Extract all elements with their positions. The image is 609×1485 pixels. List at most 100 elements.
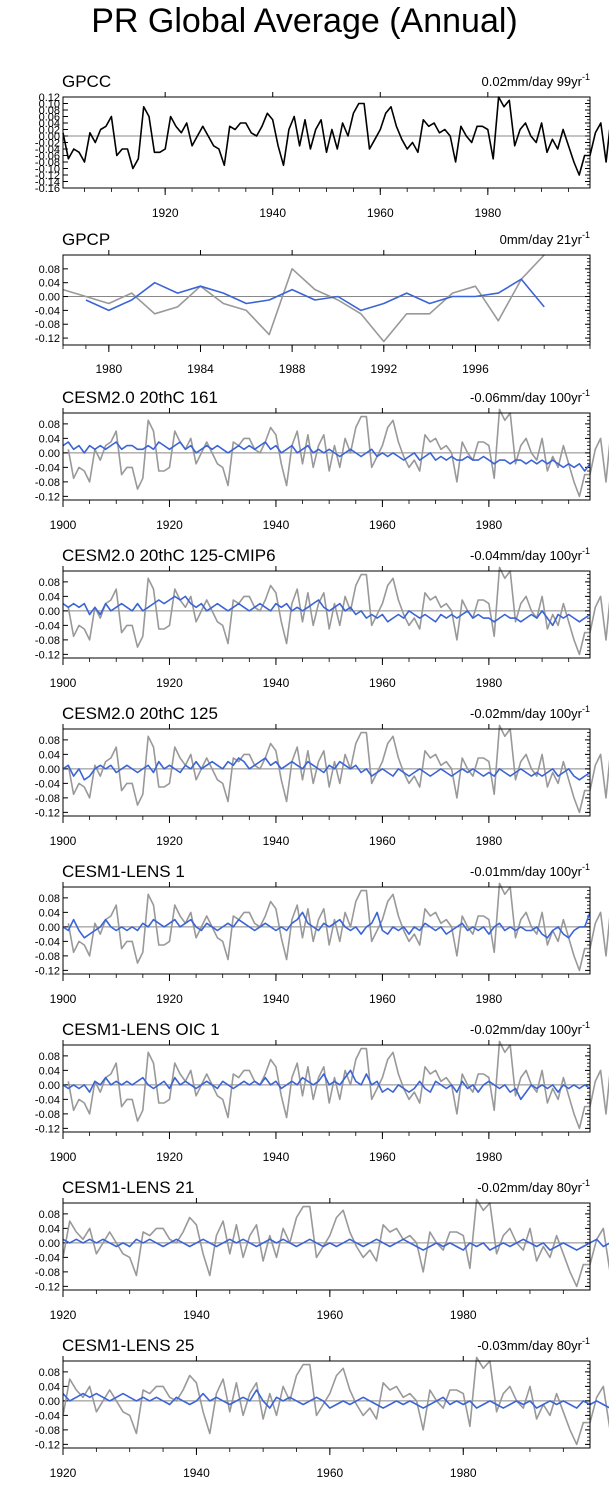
x-tick-label: 1980	[95, 362, 122, 376]
y-tick-label: 0.00	[39, 131, 60, 143]
x-tick-label: 1960	[367, 206, 394, 220]
plot-frame	[62, 96, 591, 189]
y-tick-label: 0.04	[39, 1381, 60, 1393]
y-tick-label: -0.06	[35, 151, 60, 163]
x-tick-label: 1900	[50, 834, 77, 848]
x-tick-label: 1940	[259, 206, 286, 220]
series-line-ref	[62, 1356, 609, 1446]
panel-title: CESM2.0 20thC 161	[62, 388, 218, 407]
chart-panel-1: GPCC 0.02mm/day 99yr-10.120.100.080.060.0…	[35, 72, 609, 220]
chart-panel-9: CESM1-LENS 25 -0.03mm/day 80yr-1 0.08 0.04 0…	[35, 1336, 609, 1480]
series-line-ref	[67, 882, 609, 972]
y-tick-label: -0.12	[35, 807, 60, 819]
y-tick-label: 0.04	[39, 907, 60, 919]
plot-frame	[62, 886, 591, 975]
y-tick-label: 0.04	[39, 278, 60, 290]
y-tick-label: 0.08	[39, 105, 60, 117]
x-tick-label: 1940	[263, 1150, 290, 1164]
x-tick-label: 1940	[263, 676, 290, 690]
series-line-model	[85, 278, 545, 312]
y-tick-label: -0.04	[35, 1410, 60, 1422]
panel-title: GPCP	[62, 230, 110, 249]
y-tick-label: 0.04	[39, 749, 60, 761]
y-tick-label: -0.04	[35, 144, 60, 156]
panel-title: CESM2.0 20thC 125-CMIP6	[62, 546, 276, 565]
panel-title: CESM2.0 20thC 125	[62, 704, 218, 723]
y-tick-label: -0.04	[35, 1094, 60, 1106]
chart-panel-8: CESM1-LENS 21 -0.02mm/day 80yr-1 0.08 0.04 0…	[35, 1178, 609, 1322]
plot-frame	[62, 1202, 591, 1291]
x-tick-label: 1940	[183, 1466, 210, 1480]
series-line-model	[62, 1069, 591, 1101]
trend-label: -0.04mm/day 100yr-1	[470, 546, 590, 563]
y-tick-label: -0.04	[35, 305, 60, 317]
y-tick-label: -0.12	[35, 1439, 60, 1451]
y-tick-label: -0.08	[35, 1109, 60, 1121]
plot-frame	[62, 1044, 591, 1133]
y-tick-label: 0.04	[39, 433, 60, 445]
y-tick-label: -0.08	[35, 477, 60, 489]
x-tick-label: 1992	[370, 362, 397, 376]
y-tick-label: -0.08	[35, 157, 60, 169]
series-line-ref	[67, 566, 609, 656]
series-line-ref	[62, 254, 545, 343]
y-tick-label: 0.00	[39, 1080, 60, 1092]
page-title: PR Global Average (Annual)	[91, 2, 518, 40]
x-tick-label: 1920	[156, 676, 183, 690]
x-tick-label: 1940	[183, 1308, 210, 1322]
y-tick-label: -0.04	[35, 620, 60, 632]
x-tick-label: 1960	[369, 518, 396, 532]
chart-panel-6: CESM1-LENS 1 -0.01mm/day 100yr-1 0.08 0.04 0…	[35, 862, 609, 1006]
x-tick-label: 1980	[450, 1308, 477, 1322]
y-tick-label: 0.00	[39, 448, 60, 460]
x-tick-label: 1960	[316, 1308, 343, 1322]
x-tick-label: 1980	[474, 206, 501, 220]
chart-panel-2: GPCP 0mm/day 21yr-1 0.08 0.04 0.00-0.04 -0.08…	[35, 230, 591, 376]
y-tick-label: 0.00	[39, 292, 60, 304]
x-tick-label: 1940	[263, 992, 290, 1006]
series-line-obs	[62, 96, 609, 176]
y-tick-label: 0.08	[39, 1051, 60, 1063]
y-tick-label: 0.00	[39, 1396, 60, 1408]
y-tick-label: -0.08	[35, 635, 60, 647]
series-line-ref	[62, 1198, 609, 1288]
y-tick-label: 0.04	[39, 1065, 60, 1077]
y-tick-label: 0.04	[39, 1223, 60, 1235]
x-tick-label: 1920	[156, 992, 183, 1006]
x-tick-label: 1900	[50, 1150, 77, 1164]
x-tick-label: 1920	[152, 206, 179, 220]
series-line-model	[62, 1238, 609, 1251]
series-line-model	[62, 595, 591, 627]
x-tick-label: 1960	[369, 834, 396, 848]
y-tick-label: 0.00	[39, 764, 60, 776]
x-tick-label: 1988	[279, 362, 306, 376]
plot-frame	[62, 728, 591, 817]
y-tick-label: 0.08	[39, 264, 60, 276]
x-tick-label: 1980	[476, 834, 503, 848]
trend-label: -0.06mm/day 100yr-1	[470, 388, 590, 405]
y-tick-label: -0.12	[35, 649, 60, 661]
chart-panel-7: CESM1-LENS OIC 1 -0.02mm/day 100yr-1 0.08 0…	[35, 1020, 609, 1164]
y-tick-label: -0.12	[35, 170, 60, 182]
trend-label: -0.02mm/day 100yr-1	[470, 1020, 590, 1037]
y-tick-label: 0.04	[39, 591, 60, 603]
y-tick-label: -0.08	[35, 793, 60, 805]
y-tick-label: -0.04	[35, 936, 60, 948]
x-tick-label: 1920	[50, 1308, 77, 1322]
y-tick-label: -0.08	[35, 1425, 60, 1437]
x-tick-label: 1920	[156, 518, 183, 532]
series-line-ref	[67, 724, 609, 814]
y-tick-label: 0.12	[39, 92, 60, 104]
y-tick-label: -0.16	[35, 183, 60, 195]
x-tick-label: 1900	[50, 992, 77, 1006]
trend-label: -0.02mm/day 80yr-1	[477, 1178, 590, 1195]
x-tick-label: 1940	[263, 518, 290, 532]
y-tick-label: -0.12	[35, 1123, 60, 1135]
trend-label: 0mm/day 21yr-1	[500, 230, 590, 247]
panel-title: GPCC	[62, 72, 111, 91]
series-line-model	[62, 757, 591, 781]
x-tick-label: 1960	[316, 1466, 343, 1480]
series-line-model	[62, 441, 591, 472]
chart-panel-3: CESM2.0 20thC 161 -0.06mm/day 100yr-1 0.08…	[35, 388, 609, 532]
